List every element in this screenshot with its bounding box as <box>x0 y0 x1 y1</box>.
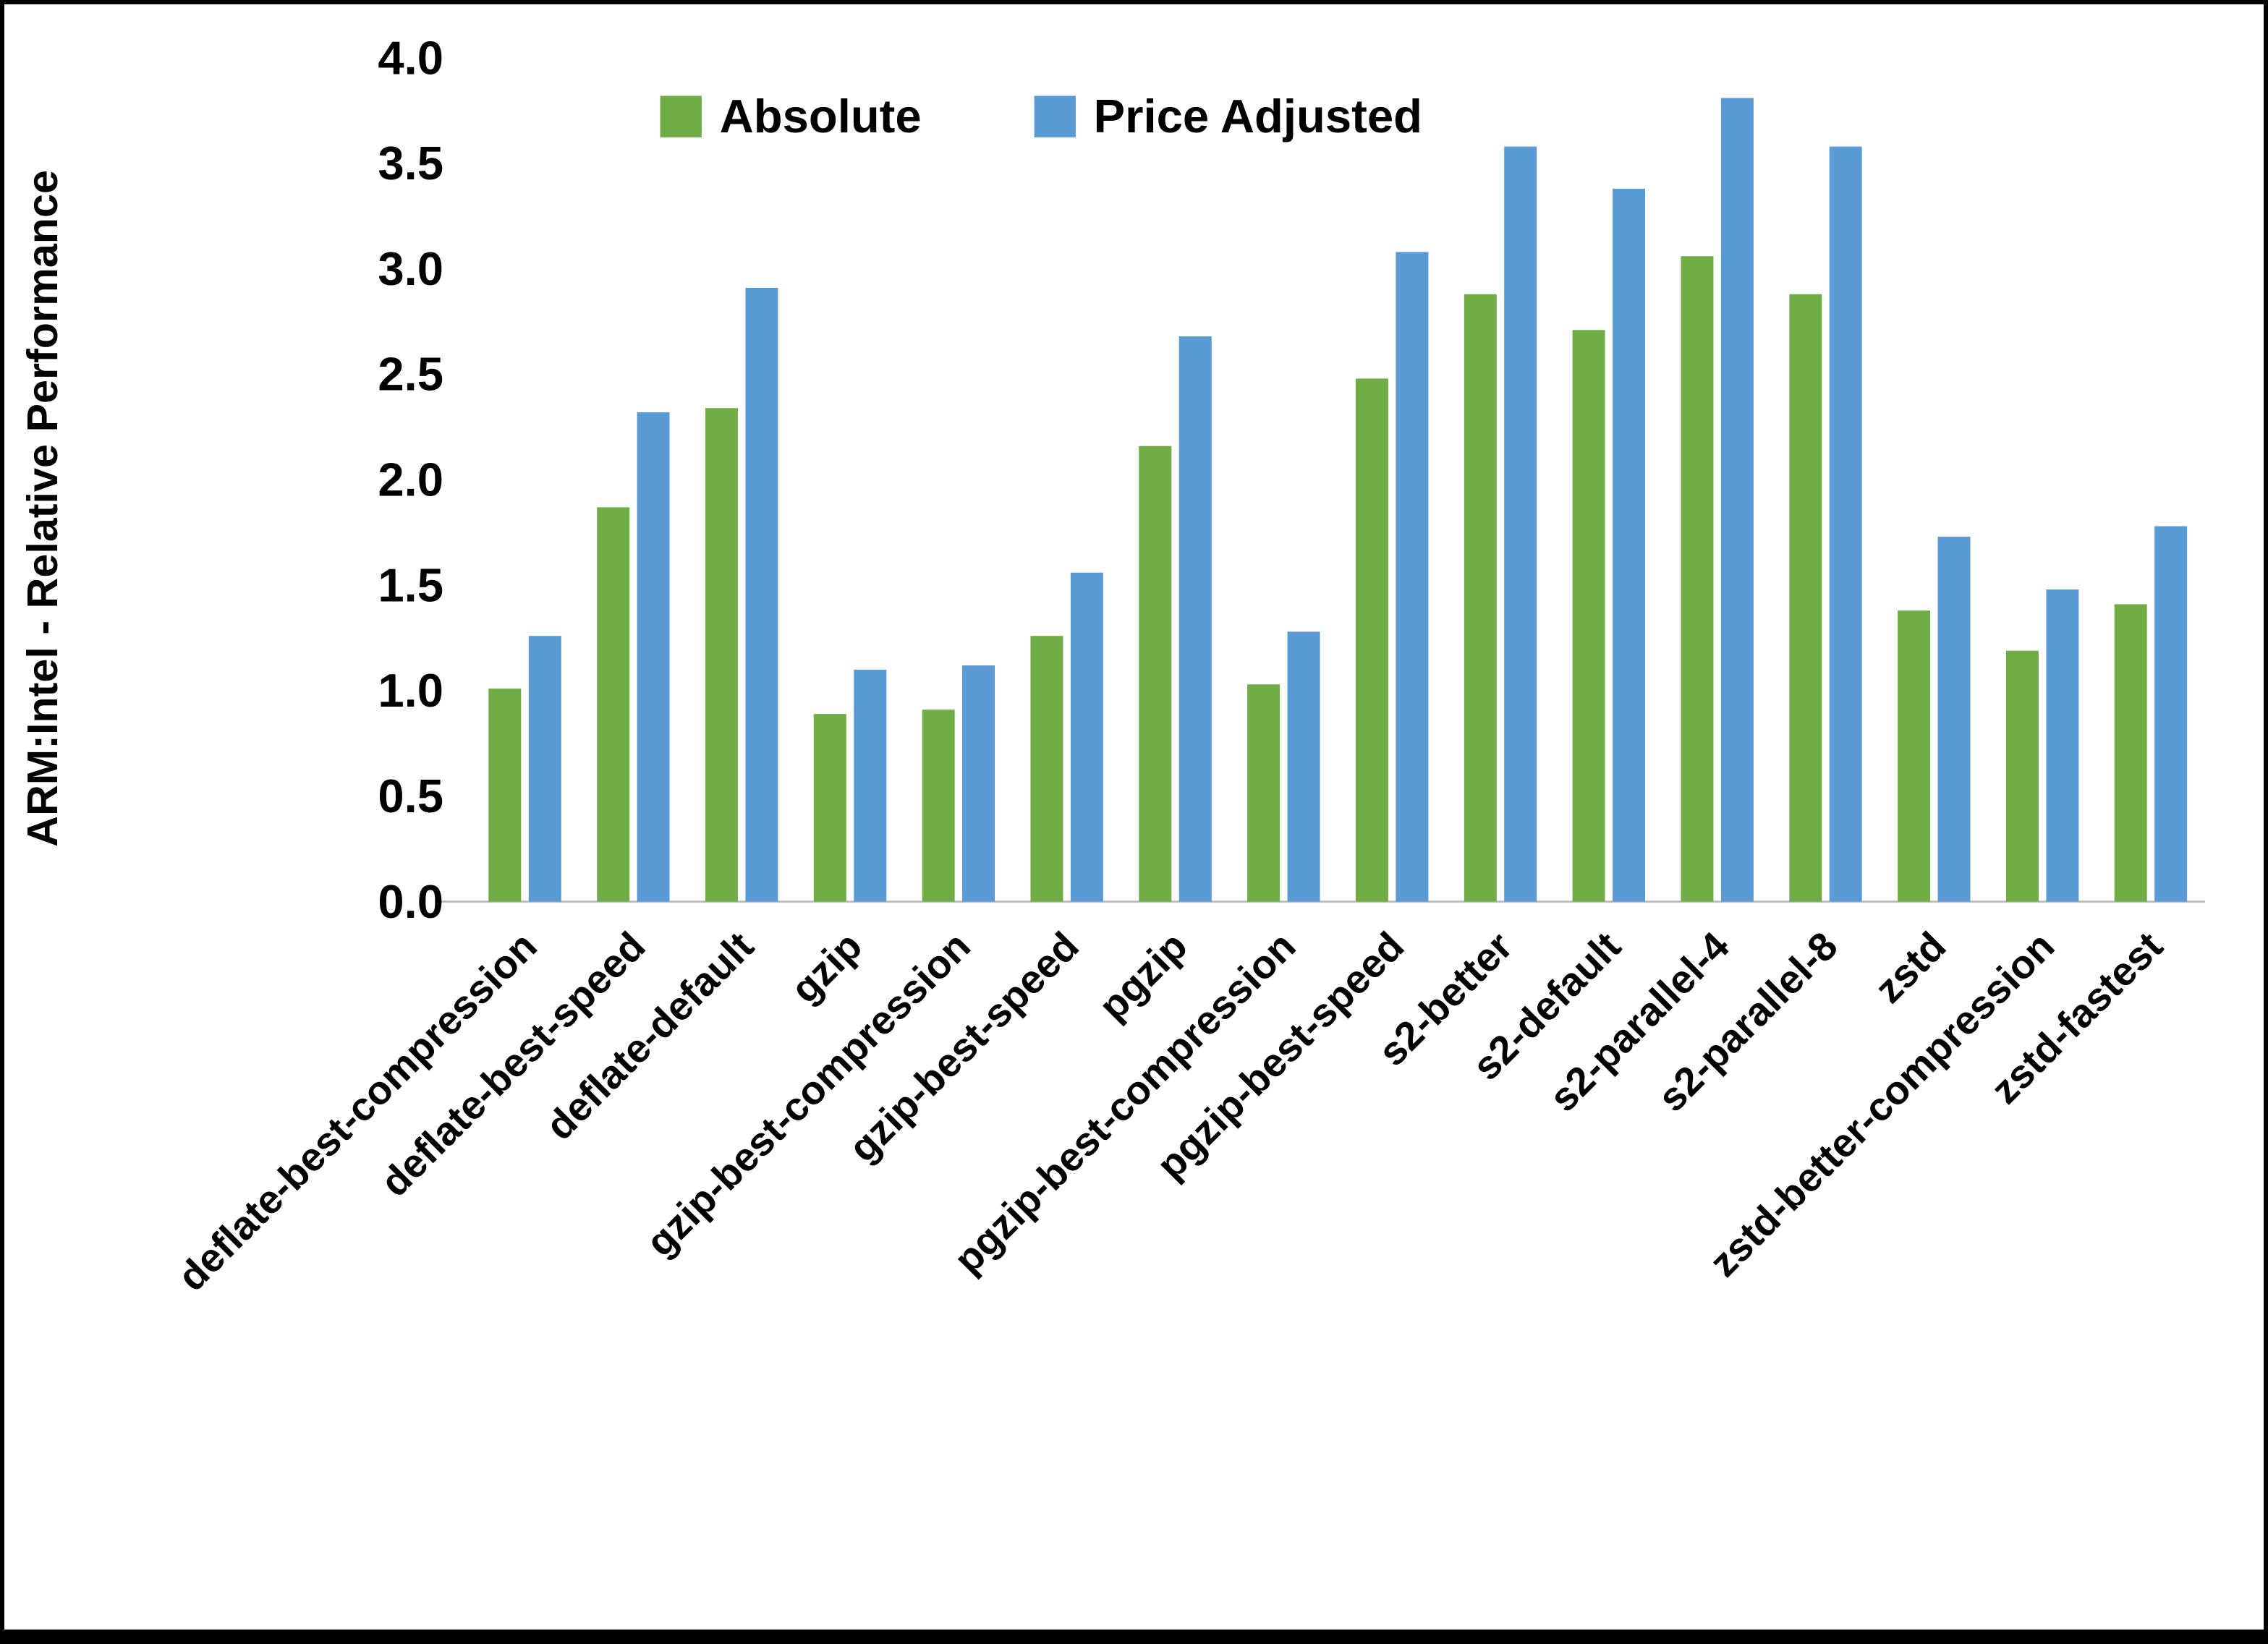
bar-price-adjusted-deflate-best-compression <box>528 636 561 902</box>
bar-absolute-s2-parallel-8 <box>1789 294 1822 902</box>
bar-price-adjusted-s2-parallel-4 <box>1720 98 1754 902</box>
legend-swatch-absolute <box>660 95 702 137</box>
bar-price-adjusted-deflate-best-speed <box>637 412 670 902</box>
bar-absolute-gzip <box>813 714 846 902</box>
x-axis-labels: deflate-best-compressiondeflate-best-spe… <box>169 923 2172 1299</box>
x-axis-label: gzip <box>782 924 870 1012</box>
y-axis-title: ARM:Intel - Relative Performance <box>18 170 67 847</box>
legend-label-price-adjusted: Price Adjusted <box>1094 90 1422 142</box>
bar-price-adjusted-s2-default <box>1613 188 1646 902</box>
bar-price-adjusted-deflate-default <box>745 287 778 902</box>
legend-swatch-price-adjusted <box>1034 95 1076 137</box>
bar-absolute-deflate-best-compression <box>488 689 522 902</box>
bar-absolute-gzip-best-compression <box>922 710 955 902</box>
y-tick-label: 1.0 <box>378 664 443 717</box>
bar-absolute-deflate-best-speed <box>597 507 630 902</box>
y-tick-label: 2.0 <box>378 453 443 506</box>
bar-price-adjusted-gzip-best-compression <box>962 665 995 902</box>
y-tick-label: 0.5 <box>378 770 443 822</box>
bar-price-adjusted-zstd-fastest <box>2154 526 2188 902</box>
bar-chart: 0.0 0.5 1.0 1.5 2.0 2.5 3.0 3.5 4.0 ARM:Intel - R… <box>18 31 2205 1300</box>
bar-price-adjusted-s2-parallel-8 <box>1829 146 1862 902</box>
bar-absolute-s2-parallel-4 <box>1681 256 1714 902</box>
bar-absolute-zstd-better-compression <box>2005 650 2039 902</box>
x-axis-label: pgzip <box>1090 924 1196 1029</box>
bar-price-adjusted-s2-better <box>1504 146 1537 902</box>
y-tick-label: 2.5 <box>378 348 443 401</box>
y-tick-label: 0.0 <box>378 875 443 928</box>
bar-absolute-deflate-default <box>705 408 738 902</box>
bars <box>488 98 2188 902</box>
bar-absolute-pgzip-best-speed <box>1355 378 1388 902</box>
bar-price-adjusted-zstd <box>1937 537 1971 902</box>
legend-label-absolute: Absolute <box>720 90 922 142</box>
bar-price-adjusted-gzip-best-speed <box>1070 572 1103 902</box>
bar-price-adjusted-pgzip-best-speed <box>1396 252 1429 902</box>
y-tick-label: 3.0 <box>378 242 443 295</box>
x-axis-label: zstd <box>1866 924 1954 1012</box>
y-axis-tick-labels: 0.0 0.5 1.0 1.5 2.0 2.5 3.0 3.5 4.0 <box>378 31 443 928</box>
bar-absolute-gzip-best-speed <box>1030 636 1063 902</box>
bar-absolute-s2-better <box>1464 294 1497 902</box>
legend: Absolute Price Adjusted <box>660 90 1422 142</box>
bar-price-adjusted-pgzip-best-compression <box>1287 631 1320 902</box>
bar-price-adjusted-zstd-better-compression <box>2046 589 2079 902</box>
bar-absolute-zstd <box>1898 610 1931 902</box>
y-tick-label: 4.0 <box>378 31 443 84</box>
y-tick-label: 3.5 <box>378 137 443 189</box>
y-tick-label: 1.5 <box>378 558 443 611</box>
bar-price-adjusted-pgzip <box>1178 336 1212 902</box>
bar-price-adjusted-gzip <box>854 669 887 902</box>
bar-absolute-zstd-fastest <box>2114 604 2147 902</box>
bar-absolute-pgzip-best-compression <box>1247 684 1280 902</box>
bar-absolute-pgzip <box>1139 446 1172 902</box>
bar-absolute-s2-default <box>1572 330 1605 902</box>
